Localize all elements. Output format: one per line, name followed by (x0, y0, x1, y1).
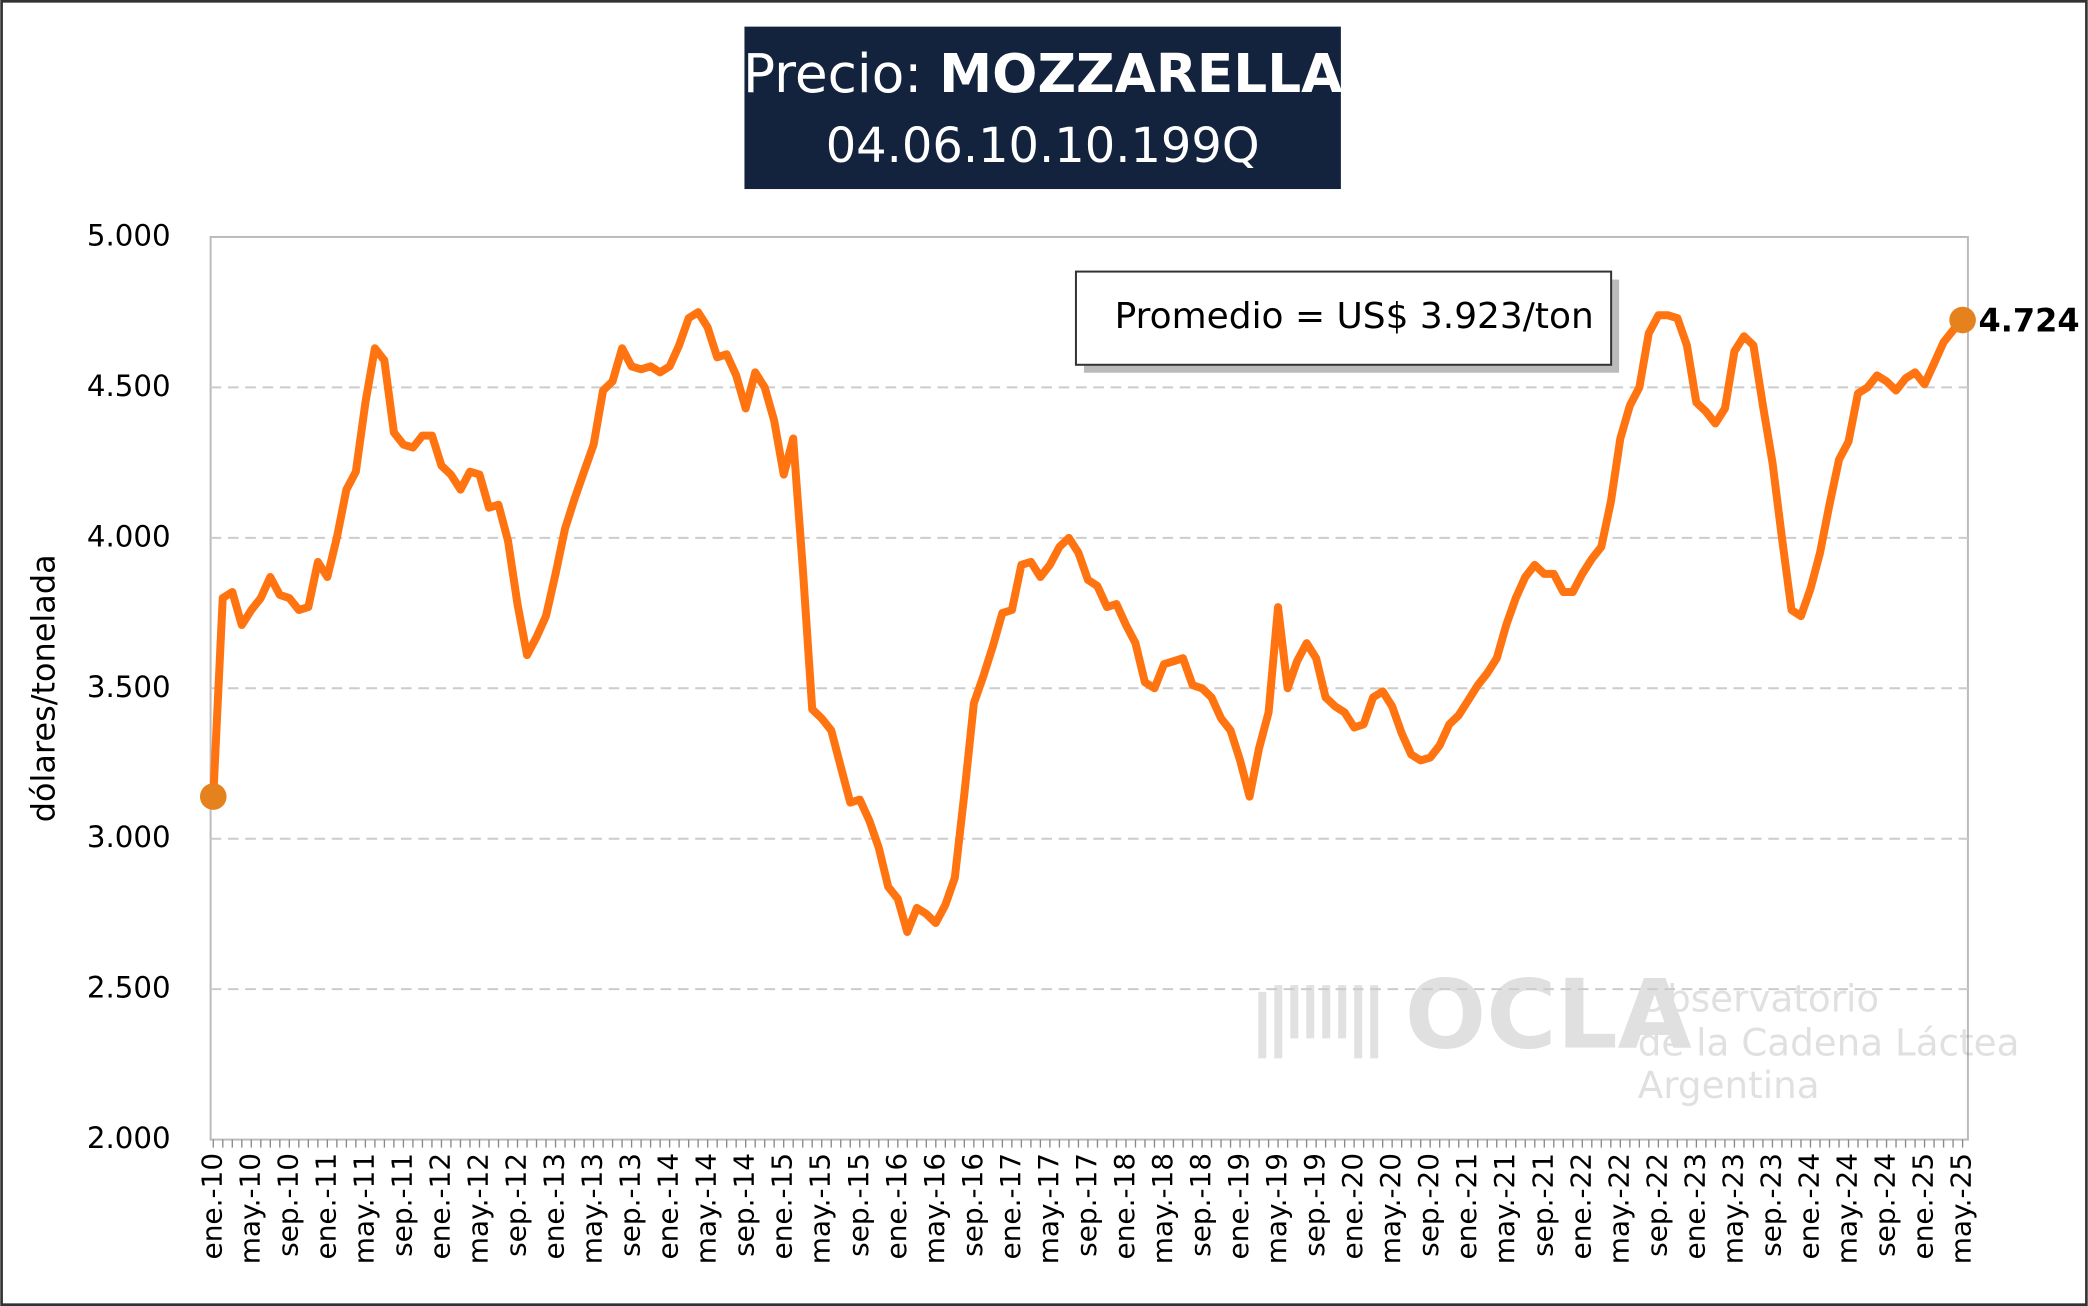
x-tick-label: ene.-20 (1336, 1153, 1369, 1260)
annotation: Promedio = US$ 3.923/ton (1115, 296, 1594, 337)
watermark-line: Argentina (1638, 1063, 1820, 1107)
x-tick-label: ene.-23 (1678, 1153, 1711, 1260)
x-tick-label: ene.-25 (1907, 1153, 1940, 1260)
end-marker (1949, 306, 1976, 334)
x-tick-label: may.-17 (1032, 1153, 1065, 1264)
x-tick-label: sep.-20 (1412, 1153, 1445, 1257)
value-label: 4.724 (1979, 302, 2080, 340)
x-tick-label: may.-13 (576, 1153, 609, 1264)
x-tick-label: sep.-19 (1298, 1153, 1331, 1257)
x-tick-label: ene.-10 (195, 1153, 228, 1260)
x-tick-label: ene.-11 (309, 1153, 342, 1260)
x-tick-label: ene.-15 (766, 1153, 799, 1260)
x-tick-label: sep.-15 (842, 1153, 875, 1257)
x-tick-label: ene.-12 (423, 1153, 456, 1260)
y-axis-label: dólares/tonelada (25, 554, 63, 822)
x-tick-label: ene.-18 (1108, 1153, 1141, 1260)
x-tick-label: ene.-21 (1450, 1153, 1483, 1260)
x-tick-label: ene.-19 (1222, 1153, 1255, 1260)
x-tick-label: ene.-16 (880, 1153, 913, 1260)
x-tick-label: may.-19 (1260, 1153, 1293, 1264)
y-tick-label: 5.000 (87, 218, 171, 252)
x-tick-label: may.-15 (804, 1153, 837, 1264)
x-tick-label: may.-22 (1602, 1153, 1635, 1264)
x-tick-label: may.-14 (690, 1153, 723, 1264)
x-tick-label: sep.-22 (1640, 1153, 1673, 1257)
x-tick-label: may.-16 (918, 1153, 951, 1264)
title-product: MOZZARELLA (939, 43, 1342, 105)
x-tick-label: sep.-21 (1526, 1153, 1559, 1257)
x-tick-label: sep.-10 (271, 1153, 304, 1257)
watermark-line: de la Cadena Láctea (1638, 1021, 2020, 1065)
end-marker (199, 783, 227, 810)
annotation-box (1074, 270, 1613, 366)
x-tick-label: may.-24 (1831, 1153, 1864, 1264)
y-tick-label: 3.000 (87, 820, 171, 854)
watermark: OCLA Observatorio de la Cadena Láctea Ar… (1258, 958, 2020, 1107)
x-tick-label: may.-20 (1374, 1153, 1407, 1264)
x-tick-label: sep.-17 (1070, 1153, 1103, 1257)
x-tick-label: sep.-13 (614, 1153, 647, 1257)
watermark-logo (1258, 985, 1379, 1059)
y-tick-label: 4.000 (87, 519, 171, 553)
x-tick-label: ene.-24 (1792, 1153, 1825, 1260)
x-tick-label: sep.-18 (1184, 1153, 1217, 1257)
x-tick-label: may.-10 (233, 1153, 266, 1264)
chart-subtitle: 04.06.10.10.199Q (826, 119, 1260, 174)
x-tick-label: ene.-22 (1564, 1153, 1597, 1260)
x-tick-label: ene.-17 (994, 1153, 1027, 1260)
watermark-line: Observatorio (1638, 977, 1879, 1021)
y-tick-label: 2.500 (87, 971, 171, 1005)
x-tick-label: sep.-14 (728, 1153, 761, 1257)
line (209, 308, 1966, 937)
x-tick-label: may.-18 (1146, 1153, 1179, 1264)
watermark-name: OCLA (1405, 958, 1692, 1070)
x-tick-label: sep.-16 (956, 1153, 989, 1257)
x-tick-label: may.-25 (1945, 1153, 1978, 1264)
chart-title: Precio: MOZZARELLA (743, 43, 1342, 105)
x-tick-label: may.-23 (1716, 1153, 1749, 1264)
x-tick-label: sep.-11 (385, 1153, 418, 1257)
x-tick-label: sep.-23 (1754, 1153, 1787, 1257)
x-tick-label: ene.-14 (652, 1153, 685, 1260)
x-tick-label: sep.-24 (1869, 1153, 1902, 1257)
x-tick-label: sep.-12 (500, 1153, 533, 1257)
title-prefix: Precio: (743, 43, 922, 105)
x-tick-label: may.-21 (1488, 1153, 1521, 1264)
x-tick-label: ene.-13 (538, 1153, 571, 1260)
y-tick-label: 4.500 (87, 369, 171, 403)
x-tick-label: may.-12 (461, 1153, 494, 1264)
y-tick-label: 3.500 (87, 670, 171, 704)
y-tick-label: 2.000 (87, 1121, 171, 1155)
x-tick-label: may.-11 (347, 1153, 380, 1264)
title-box (744, 26, 1341, 190)
plot-area (209, 235, 1969, 1141)
